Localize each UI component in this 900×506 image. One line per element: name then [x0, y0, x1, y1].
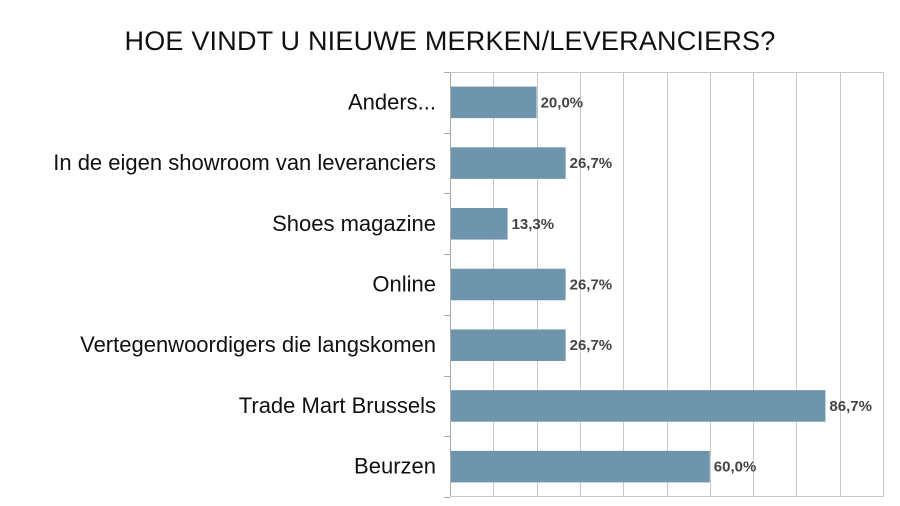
- data-label: 26,7%: [570, 155, 613, 172]
- category-label: Vertegenwoordigers die langskomen: [80, 332, 436, 357]
- data-label: 26,7%: [570, 337, 613, 354]
- bar: [451, 329, 566, 361]
- data-label: 13,3%: [512, 216, 555, 233]
- bar: [451, 86, 537, 119]
- bar: [451, 147, 566, 179]
- chart-title: HOE VINDT U NIEUWE MERKEN/LEVERANCIERS?: [124, 26, 776, 56]
- data-label: 60,0%: [714, 459, 757, 476]
- data-label: 26,7%: [570, 277, 613, 294]
- category-label: Shoes magazine: [272, 211, 436, 236]
- bar-layer: [451, 86, 826, 483]
- bar: [451, 208, 508, 240]
- data-label: 20,0%: [541, 94, 584, 111]
- category-label: Beurzen: [354, 454, 436, 479]
- category-label: Trade Mart Brussels: [239, 393, 436, 418]
- category-label: Online: [372, 272, 436, 297]
- bar: [451, 390, 826, 422]
- bar: [451, 450, 710, 483]
- data-label: 86,7%: [829, 398, 872, 415]
- label-layer: 20,0% Anders... 26,7% In de eigen showroom …: [53, 89, 872, 478]
- category-label: Anders...: [348, 89, 436, 114]
- category-label: In de eigen showroom van leveranciers: [53, 150, 436, 175]
- bar: [451, 268, 566, 301]
